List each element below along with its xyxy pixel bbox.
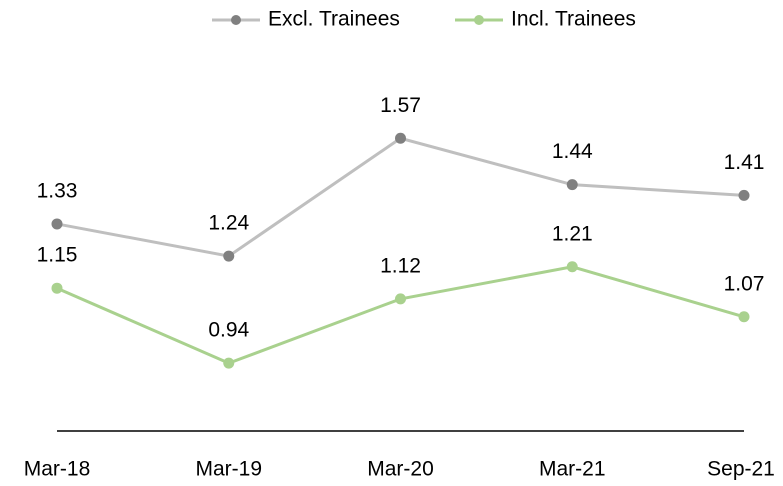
data-label: 0.94 xyxy=(208,319,249,342)
data-label: 1.24 xyxy=(208,212,249,235)
data-label: 1.12 xyxy=(380,254,421,277)
x-tick-label: Mar-20 xyxy=(367,458,434,481)
x-tick-label: Sep-21 xyxy=(707,458,775,481)
legend-label: Excl. Trainees xyxy=(268,8,400,31)
legend-label: Incl. Trainees xyxy=(511,8,636,31)
x-tick-label: Mar-19 xyxy=(195,458,262,481)
data-point xyxy=(395,293,406,305)
data-label: 1.15 xyxy=(37,244,78,267)
data-label: 1.41 xyxy=(724,151,765,174)
data-point xyxy=(566,261,578,273)
data-label: 1.44 xyxy=(552,140,593,163)
series-line xyxy=(56,265,745,365)
x-tick-label: Mar-21 xyxy=(539,458,606,481)
data-point xyxy=(51,282,63,294)
data-label: 1.33 xyxy=(37,179,78,202)
data-point xyxy=(223,250,235,262)
data-point xyxy=(738,311,750,323)
data-point xyxy=(395,132,406,144)
legend-marker xyxy=(474,15,484,25)
series-line xyxy=(56,136,745,258)
data-point xyxy=(738,189,750,201)
x-tick-label: Mar-18 xyxy=(24,458,91,481)
data-label: 1.57 xyxy=(380,94,421,117)
data-point xyxy=(566,179,578,191)
legend-marker xyxy=(231,15,241,25)
data-label: 1.07 xyxy=(724,272,765,295)
data-point xyxy=(223,357,235,369)
data-point xyxy=(51,218,63,230)
data-label: 1.21 xyxy=(552,222,593,245)
